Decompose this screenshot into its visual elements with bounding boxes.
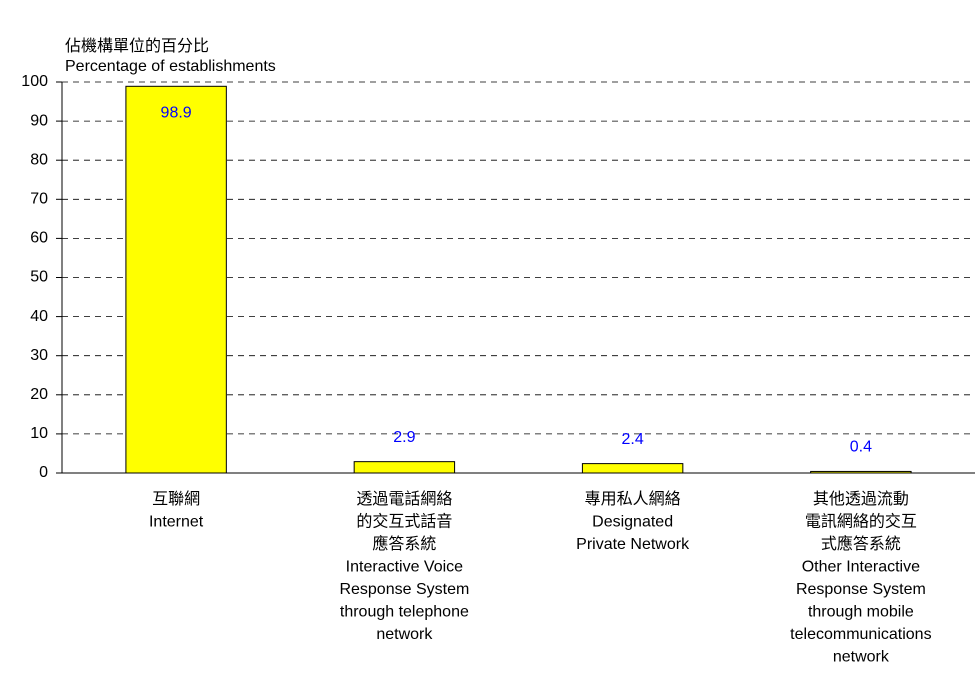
x-tick-label: Interactive Voice [346, 559, 464, 576]
x-tick-label: Internet [149, 514, 204, 531]
y-tick-label: 10 [30, 425, 48, 442]
data-label: 2.4 [622, 431, 644, 448]
data-label: 98.9 [161, 105, 192, 122]
x-tick-label: 其他透過流動 [813, 490, 909, 508]
data-label: 0.4 [850, 439, 872, 456]
x-tick-label: Designated [592, 514, 673, 531]
x-tick-label: Response System [796, 581, 926, 598]
y-tick-label: 90 [30, 112, 48, 129]
x-tick-label: network [833, 649, 890, 666]
x-tick-label: Response System [339, 581, 469, 598]
x-tick-label: 專用私人網絡 [585, 490, 681, 508]
x-tick-label: 的交互式話音 [356, 513, 452, 531]
y-tick-label: 70 [30, 191, 48, 208]
bar [810, 470, 912, 474]
y-tick-label: 40 [30, 308, 48, 325]
y-tick-label: 60 [30, 230, 48, 247]
x-tick-label: network [376, 626, 433, 643]
x-tick-label: 透過電話網絡 [356, 490, 452, 508]
bar [125, 85, 227, 474]
y-axis-title: Percentage of establishments [65, 58, 276, 75]
x-tick-label: telecommunications [790, 626, 931, 643]
x-tick-label: Other Interactive [802, 559, 920, 576]
x-tick-label: 互聯網 [152, 490, 200, 508]
y-tick-label: 0 [39, 464, 48, 481]
y-tick-label: 30 [30, 347, 48, 364]
y-axis-title: 佔機構單位的百分比 [65, 37, 209, 55]
y-tick-label: 50 [30, 269, 48, 286]
x-tick-label: Private Network [576, 536, 690, 553]
x-tick-label: 式應答系統 [821, 534, 901, 553]
x-tick-label: through mobile [808, 604, 914, 621]
x-tick-label: through telephone [340, 604, 469, 621]
y-tick-label: 100 [21, 73, 48, 90]
x-tick-label: 電訊網絡的交互 [805, 513, 917, 531]
x-tick-label: 應答系統 [372, 534, 436, 553]
bar [581, 463, 684, 474]
data-label: 2.9 [393, 429, 415, 446]
y-tick-label: 20 [30, 386, 48, 403]
y-tick-label: 80 [30, 151, 48, 168]
bar [353, 461, 456, 474]
